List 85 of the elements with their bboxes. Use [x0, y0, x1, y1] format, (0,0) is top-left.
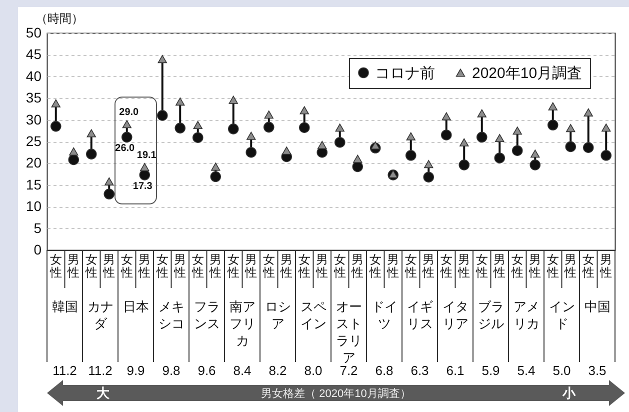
x-tick-label: 男性 [492, 252, 506, 280]
x-tick-label: 女性 [368, 252, 382, 280]
x-tick-label: 女性 [297, 252, 310, 280]
text: イタリア [442, 299, 468, 331]
text: 7.2 [340, 363, 358, 378]
x-tick-label: 女性 [439, 252, 452, 280]
text: 9.9 [126, 363, 145, 378]
x-tick-label: 女性 [510, 252, 524, 280]
x-tick-label: 男性 [244, 252, 258, 280]
text: 6.8 [375, 363, 394, 378]
text: 8.2 [268, 363, 287, 378]
data-label: 29.0 [119, 107, 140, 118]
x-tick-label: 男性 [102, 252, 116, 280]
y-tick-label: 45 [26, 46, 42, 62]
y-axis-title: （時間） [36, 12, 84, 26]
text: 中国 [584, 299, 610, 314]
text: ブラジル [478, 299, 504, 331]
text: 小 [562, 386, 576, 401]
x-tick-label: 女性 [546, 252, 559, 280]
y-tick-label: 25 [26, 133, 42, 149]
data-label: 26.0 [115, 143, 136, 154]
text: ドイツ [371, 299, 398, 331]
x-tick-label: 男性 [457, 252, 470, 280]
text: 大 [96, 386, 110, 401]
x-tick-label: 男性 [422, 252, 435, 280]
x-tick-label: 女性 [404, 252, 417, 280]
x-tick-label: 女性 [474, 252, 488, 280]
y-tick-label: 10 [26, 198, 42, 214]
y-tick-label: 15 [26, 176, 42, 192]
text: 5.9 [482, 363, 500, 378]
x-tick-label: 男性 [599, 252, 612, 280]
x-tick-label: 男性 [66, 252, 80, 280]
x-tick-label: 女性 [190, 252, 204, 280]
x-tick-label: 女性 [226, 252, 240, 280]
text: スペイン [300, 299, 326, 331]
x-tick-label: 男性 [138, 252, 151, 280]
text: 8.0 [304, 363, 322, 378]
x-tick-label: 男性 [315, 252, 328, 280]
y-tick-label: 30 [26, 111, 42, 128]
text: オーストラリア [336, 299, 362, 365]
x-tick-label: 女性 [155, 252, 168, 280]
text: 8.4 [233, 363, 252, 378]
y-tick-label: 0 [34, 242, 42, 258]
text: 南アフリカ [229, 299, 256, 348]
text: インド [548, 299, 575, 331]
text: 男女格差（ 2020年10月調査） [261, 386, 411, 400]
x-tick-label: 女性 [581, 252, 594, 280]
text: 9.6 [198, 363, 216, 378]
legend-label: 2020年10月調査 [472, 64, 582, 82]
text: メキシコ [158, 299, 184, 331]
x-tick-label: 男性 [280, 252, 293, 280]
x-tick-label: 男性 [386, 252, 400, 280]
x-tick-label: 男性 [208, 252, 222, 280]
text: 5.0 [552, 363, 571, 378]
text: 5.4 [517, 363, 536, 378]
text: 6.1 [446, 363, 464, 378]
x-tick-label: 女性 [262, 252, 275, 280]
text: 3.5 [588, 363, 606, 378]
data-label: 17.3 [132, 180, 153, 192]
x-tick-label: 男性 [564, 252, 577, 280]
text: アメリカ [513, 299, 540, 331]
x-tick-label: 女性 [332, 252, 346, 280]
text: 11.2 [88, 363, 112, 378]
x-tick-label: 男性 [173, 252, 186, 280]
text: 9.8 [162, 363, 180, 378]
text: 11.2 [52, 363, 77, 378]
y-tick-label: 20 [26, 154, 42, 171]
text: 6.3 [410, 363, 429, 378]
text: カナダ [87, 299, 114, 331]
legend-label: コロナ前 [375, 64, 435, 82]
x-tick-label: 女性 [84, 252, 98, 280]
y-tick-label: 5 [34, 220, 42, 236]
text: ロシア [264, 299, 291, 331]
x-tick-label: 男性 [350, 252, 364, 280]
x-tick-label: 男性 [528, 252, 542, 280]
text: フランス [194, 299, 220, 331]
y-tick-label: 50 [26, 24, 42, 40]
y-tick-label: 35 [26, 90, 42, 106]
text: 日本 [122, 299, 149, 314]
text: イギリス [406, 299, 433, 331]
text: 韓国 [52, 299, 78, 314]
data-label: 19.1 [136, 150, 157, 162]
y-tick-label: 40 [26, 68, 42, 84]
x-tick-label: 女性 [48, 252, 62, 280]
x-tick-label: 女性 [120, 252, 133, 280]
